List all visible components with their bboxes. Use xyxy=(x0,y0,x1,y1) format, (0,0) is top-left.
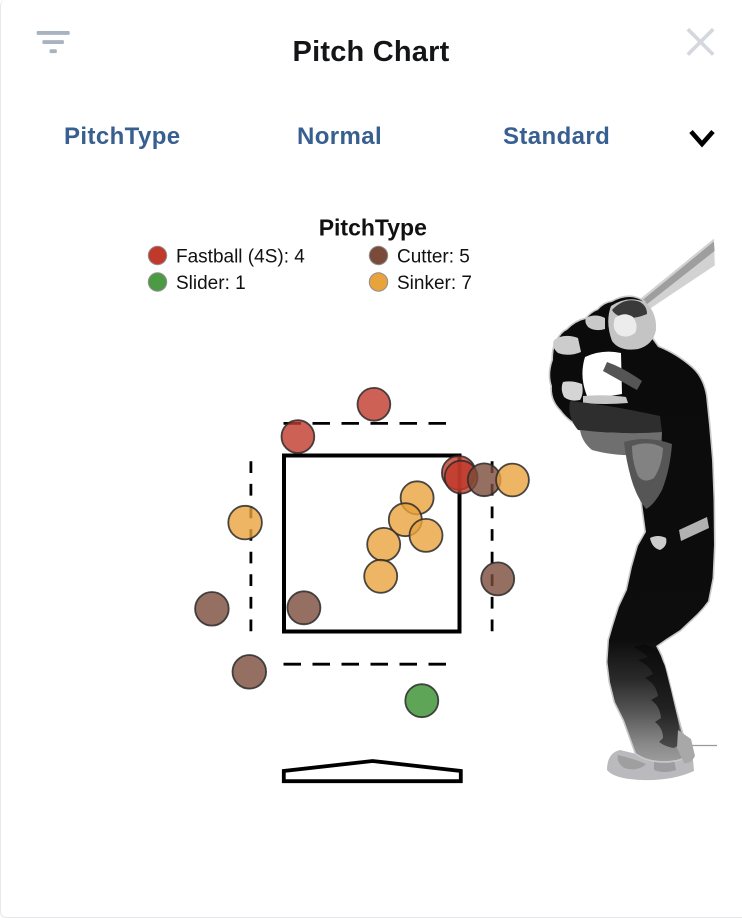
svg-text:Cutter: 5: Cutter: 5 xyxy=(397,247,470,268)
svg-text:Sinker: 7: Sinker: 7 xyxy=(397,273,472,294)
svg-text:PitchType: PitchType xyxy=(319,215,427,241)
svg-text:Fastball (4S): 4: Fastball (4S): 4 xyxy=(176,247,305,268)
svg-text:Slider: 1: Slider: 1 xyxy=(176,273,246,294)
